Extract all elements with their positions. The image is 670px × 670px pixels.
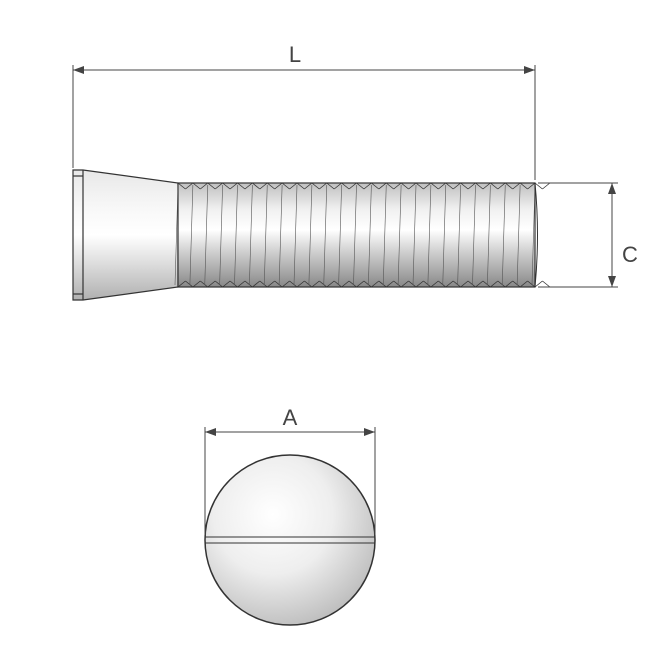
screw-head bbox=[73, 170, 178, 300]
label-thread-dia: C bbox=[622, 242, 638, 267]
head-circle bbox=[205, 455, 375, 625]
label-length: L bbox=[289, 42, 301, 67]
screw-side-view bbox=[73, 170, 550, 300]
screw-shaft bbox=[178, 183, 535, 287]
screw-head-front-view bbox=[205, 455, 375, 625]
dimension-thread-diameter: C bbox=[538, 183, 638, 287]
dimension-length: L bbox=[73, 42, 535, 180]
label-head-dia: A bbox=[283, 405, 298, 430]
technical-drawing-container: L C A bbox=[0, 0, 670, 670]
screw-diagram: L C A bbox=[0, 0, 670, 670]
